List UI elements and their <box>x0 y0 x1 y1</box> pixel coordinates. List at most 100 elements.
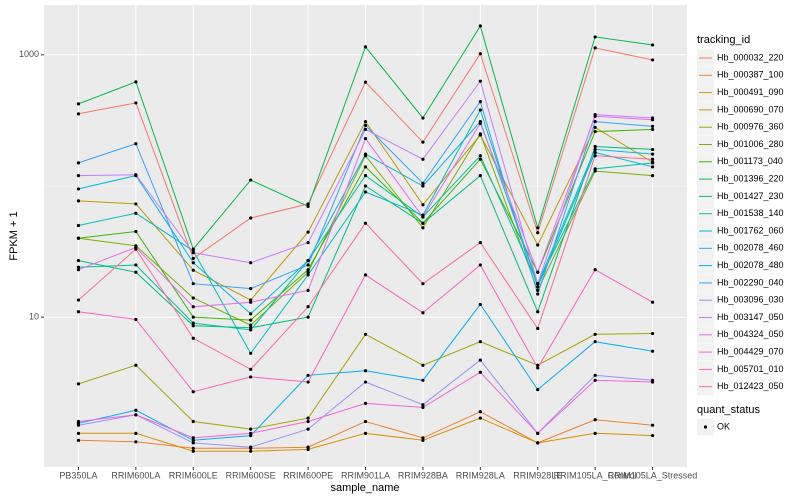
point <box>249 431 253 435</box>
point <box>478 154 482 158</box>
point <box>478 263 482 267</box>
point <box>134 173 138 177</box>
x-axis-title: sample_name <box>330 482 399 494</box>
point <box>76 431 81 435</box>
point <box>249 300 253 304</box>
point <box>363 136 368 141</box>
point <box>249 433 253 438</box>
point <box>593 167 597 171</box>
point <box>306 263 310 267</box>
legend-label: Hb_003096_030 <box>717 295 784 305</box>
point <box>421 181 425 185</box>
point <box>306 273 310 277</box>
point <box>249 367 253 371</box>
legend-label: Hb_001427_230 <box>717 191 784 201</box>
y-axis-title: FPKM + 1 <box>8 211 20 260</box>
point <box>593 114 597 118</box>
point <box>478 132 482 136</box>
point <box>650 58 655 62</box>
legend-label: Hb_000032_220 <box>717 52 784 62</box>
point <box>306 288 310 292</box>
point <box>478 157 482 161</box>
point <box>536 288 540 292</box>
point <box>76 236 81 240</box>
point <box>76 423 81 427</box>
point <box>421 215 425 219</box>
point <box>478 358 482 362</box>
point <box>478 52 482 56</box>
point <box>593 154 597 158</box>
point <box>306 427 310 431</box>
point <box>134 211 138 215</box>
point <box>191 438 195 442</box>
point <box>306 202 310 206</box>
point <box>249 323 253 327</box>
legend-label: Hb_002078_480 <box>717 260 784 270</box>
legend-label: Hb_001006_280 <box>717 139 784 149</box>
point <box>249 375 253 379</box>
point <box>191 305 195 309</box>
point <box>76 102 81 106</box>
point <box>363 273 368 277</box>
point <box>593 147 597 152</box>
point <box>593 150 597 155</box>
point <box>478 174 482 178</box>
point <box>191 446 195 450</box>
point <box>536 270 540 274</box>
point <box>134 440 138 444</box>
point <box>134 431 138 435</box>
point <box>306 241 310 245</box>
point <box>478 108 482 112</box>
point <box>249 449 253 453</box>
point <box>421 311 425 315</box>
point <box>363 332 368 336</box>
point <box>593 46 597 50</box>
point <box>421 405 425 410</box>
point <box>650 433 655 438</box>
x-tick-label: RRIM600LA <box>111 470 160 480</box>
point <box>306 305 310 309</box>
point <box>134 229 138 234</box>
point <box>650 331 655 336</box>
point <box>421 438 425 442</box>
point <box>363 152 368 156</box>
point <box>593 35 597 39</box>
point <box>249 427 253 431</box>
point <box>191 390 195 394</box>
point <box>650 174 655 178</box>
point <box>134 363 138 367</box>
point <box>134 247 138 251</box>
point <box>536 363 540 367</box>
point <box>536 310 540 314</box>
point <box>306 373 310 377</box>
point <box>421 203 425 207</box>
legend-label: Hb_012423_050 <box>717 381 784 391</box>
point <box>421 403 425 407</box>
point <box>593 119 597 124</box>
point <box>134 413 138 417</box>
point <box>76 174 81 178</box>
point <box>134 270 138 274</box>
point <box>249 216 253 220</box>
point <box>478 370 482 374</box>
point <box>536 292 540 296</box>
point <box>421 363 425 367</box>
point <box>478 121 482 126</box>
point <box>363 123 368 127</box>
point <box>306 230 310 234</box>
point <box>421 282 425 286</box>
point <box>191 296 195 300</box>
legend-label: Hb_005701_010 <box>717 364 784 374</box>
point <box>191 282 195 286</box>
point <box>191 336 195 340</box>
point <box>593 340 597 344</box>
point <box>76 161 81 165</box>
point <box>249 287 253 291</box>
point <box>191 324 195 328</box>
point <box>593 125 597 129</box>
point <box>421 140 425 144</box>
point <box>593 373 597 377</box>
point <box>593 431 597 435</box>
legend-label: Hb_001173_040 <box>717 156 783 166</box>
